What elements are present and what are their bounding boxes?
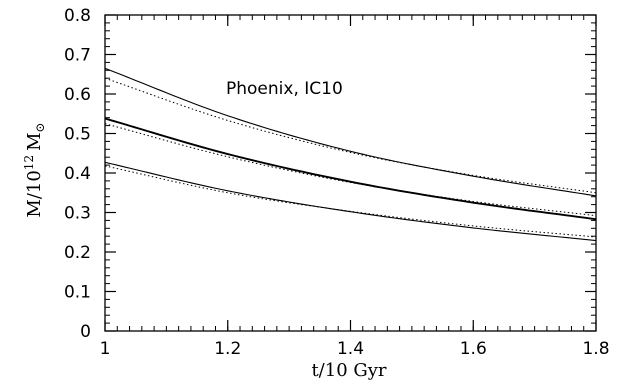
y-tick-label: 0.4 — [64, 164, 91, 184]
y-tick-label: 0.1 — [64, 283, 91, 303]
y-tick-label: 0.5 — [64, 125, 91, 145]
x-axis-title: t/10 Gyr — [311, 360, 386, 381]
y-axis-title-base: M/10 — [24, 170, 45, 217]
y-axis-title-sun-symbol: ⊙ — [33, 122, 47, 132]
y-axis-title-exponent: 12 — [22, 155, 36, 170]
y-tick-label: 0.3 — [64, 204, 91, 224]
x-tick-label: 1 — [100, 339, 111, 359]
y-tick-label: 0 — [80, 322, 91, 342]
minor-ticks — [104, 14, 597, 332]
series-line-6-dotted — [104, 165, 597, 238]
annotation-label: Phoenix, IC10 — [226, 79, 343, 99]
y-tick-label: 0.6 — [64, 85, 91, 105]
series-line-4-dotted — [104, 123, 597, 217]
y-tick-label: 0.8 — [64, 6, 91, 26]
x-tick-label: 1.8 — [582, 339, 609, 359]
y-tick-label: 0.7 — [64, 46, 91, 66]
plot-frame — [104, 14, 597, 332]
major-ticks — [104, 14, 597, 332]
tick-labels: 1 1.2 1.4 1.6 1.8 0 0.1 0.2 0.3 0.4 0.5 0.6 0.7 0.8 — [64, 6, 610, 359]
y-tick-label: 0.2 — [64, 243, 91, 263]
series-line-5-solid — [104, 161, 597, 242]
data-series — [104, 67, 597, 242]
y-axis-title: M/1012 M⊙ — [22, 122, 47, 217]
series-line-2-dotted — [104, 77, 597, 194]
x-tick-label: 1.4 — [337, 339, 364, 359]
series-line-3-solid-bold — [104, 117, 597, 221]
x-tick-label: 1.6 — [460, 339, 487, 359]
x-tick-label: 1.2 — [214, 339, 241, 359]
series-line-1-solid — [104, 67, 597, 197]
y-axis-title-symbol: M — [24, 132, 45, 150]
